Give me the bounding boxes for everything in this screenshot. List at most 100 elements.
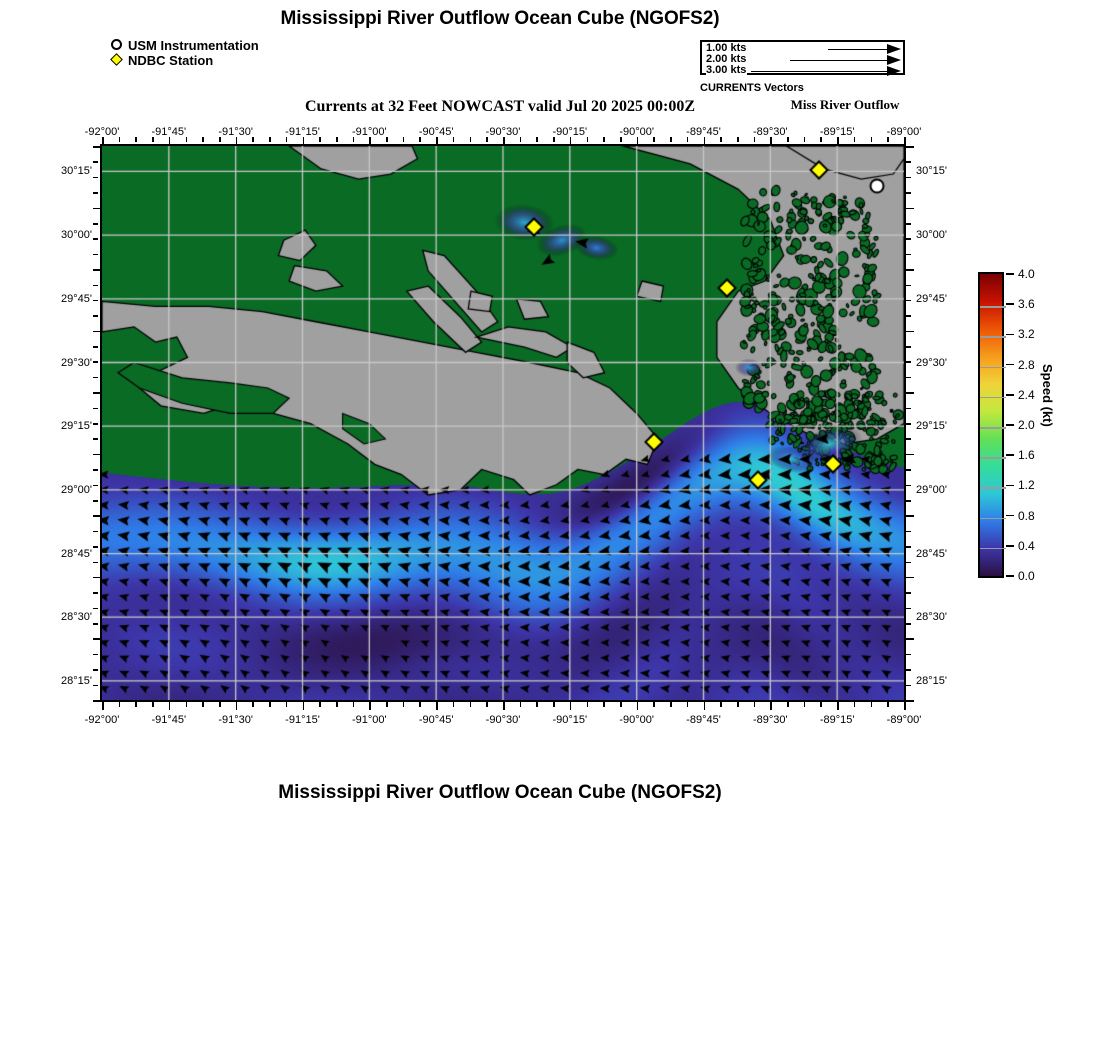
- vector-legend-row: 2.00 kts: [702, 53, 907, 66]
- vector-legend-label: 3.00 kts: [706, 64, 748, 76]
- axis-tick-band: [102, 702, 906, 710]
- colorbar-tick: [1006, 303, 1014, 305]
- colorbar-divider: [980, 487, 1006, 489]
- legend-label-usm: USM Instrumentation: [128, 38, 259, 53]
- page-title: Mississippi River Outflow Ocean Cube (NG…: [280, 8, 720, 29]
- y-axis-tick-label: 29°45': [61, 292, 92, 305]
- colorbar-divider: [980, 427, 1006, 429]
- x-axis-tick-label: -91°30': [218, 714, 253, 726]
- colorbar-tick: [1006, 484, 1014, 487]
- y-axis-tick-label-right: 28°45': [916, 547, 947, 560]
- y-axis-tick-label: 29°15': [61, 420, 92, 433]
- colorbar-divider: [980, 396, 1006, 399]
- axis-tick-band: [906, 146, 914, 702]
- x-axis-tick-label: -90°15': [552, 714, 588, 726]
- station-legend: USM Instrumentation NDBC Station: [110, 38, 259, 68]
- x-axis-tick-label: -90°00': [619, 126, 654, 138]
- colorbar-tick-label: 3.2: [1018, 327, 1035, 342]
- vector-legend-caption: CURRENTS Vectors: [700, 82, 804, 94]
- colorbar-tick-label: 2.8: [1018, 357, 1035, 372]
- colorbar-tick: [1006, 424, 1014, 426]
- x-axis-tick-label: -89°30': [753, 714, 788, 726]
- x-axis-tick-label: -89°15': [819, 714, 855, 726]
- x-axis-tick-label: -91°45': [151, 714, 187, 726]
- x-axis-tick-label: -91°45': [151, 126, 187, 138]
- colorbar-tick: [1006, 545, 1014, 547]
- map-plot-area[interactable]: [100, 144, 906, 702]
- legend-item-ndbc: NDBC Station: [110, 53, 259, 68]
- diamond-marker-icon: [110, 53, 128, 68]
- x-axis-tick-label: -89°00': [886, 126, 922, 138]
- y-axis-tick-label: 28°45': [61, 547, 92, 560]
- x-axis-tick-label: -91°00': [352, 714, 387, 726]
- vector-legend-arrowhead: [887, 66, 901, 76]
- colorbar-tick-label: 0.0: [1018, 569, 1035, 583]
- y-axis-tick-label-right: 29°00': [916, 483, 947, 496]
- colorbar-tick-label: 4.0: [1018, 267, 1035, 281]
- y-axis-tick-label-right: 28°30': [916, 611, 947, 624]
- x-axis-tick-label: -91°00': [352, 126, 387, 138]
- colorbar-tick-label: 0.4: [1018, 538, 1035, 553]
- model-domain-label: Miss River Outflow: [790, 97, 900, 112]
- x-axis-tick-label: -91°30': [218, 126, 253, 138]
- colorbar-tick-label: 1.2: [1018, 478, 1035, 493]
- vector-legend-arrowhead: [887, 55, 901, 65]
- colorbar-tick-label: 3.6: [1018, 297, 1035, 312]
- colorbar-tick-label: 1.6: [1018, 448, 1035, 463]
- y-axis-tick-label-right: 30°00': [916, 229, 947, 242]
- colorbar-tick: [1006, 363, 1014, 366]
- x-axis-tick-label: -89°30': [753, 126, 788, 138]
- colorbar-tick: [1006, 454, 1014, 456]
- legend-label-ndbc: NDBC Station: [128, 53, 214, 68]
- colorbar-divider: [980, 366, 1006, 369]
- x-axis-tick-label: -90°00': [619, 714, 654, 726]
- y-axis-tick-label: 29°30': [61, 356, 92, 369]
- current-speed-heatmap: [102, 146, 904, 700]
- y-axis-tick-label-right: 29°15': [916, 420, 947, 433]
- legend-item-usm: USM Instrumentation: [110, 38, 259, 53]
- y-axis-tick-label: 28°30': [61, 611, 92, 624]
- colorbar-divider: [980, 306, 1006, 308]
- vector-legend-line: [751, 71, 888, 73]
- y-axis-tick-label-right: 29°45': [916, 292, 947, 305]
- vector-legend-row: 3.00 kts: [702, 64, 907, 77]
- colorbar-divider: [980, 517, 1006, 520]
- y-axis-tick-label: 30°15': [61, 165, 92, 178]
- x-axis-tick-label: -89°15': [819, 126, 855, 138]
- x-axis-tick-label: -90°30': [485, 126, 521, 138]
- y-axis-tick-label-right: 28°15': [916, 674, 947, 687]
- circle-marker-icon: [110, 38, 128, 53]
- vector-legend-arrowhead: [887, 44, 901, 54]
- axis-tick-band: [93, 146, 101, 702]
- colorbar-divider: [980, 336, 1006, 338]
- vector-legend-label: 2.00 kts: [706, 53, 748, 65]
- x-axis-tick-label: -89°45': [686, 714, 721, 726]
- y-axis-tick-label: 28°15': [61, 674, 92, 687]
- x-axis-tick-label: -89°45': [686, 126, 721, 138]
- axis-tick-band: [102, 137, 906, 145]
- vector-scale-legend: 1.00 kts 2.00 kts 3.00 kts: [700, 40, 907, 77]
- vector-legend-line: [828, 49, 888, 51]
- chart-subtitle: Currents at 32 Feet NOWCAST valid Jul 20…: [304, 98, 696, 115]
- x-axis-tick-label: -90°45': [418, 126, 454, 138]
- colorbar-tick-label: 0.8: [1018, 508, 1035, 523]
- colorbar-divider: [980, 457, 1006, 459]
- x-axis-tick-label: -91°15': [285, 714, 320, 726]
- x-axis-tick-label: -90°45': [418, 714, 454, 726]
- vector-legend-row: 1.00 kts: [702, 42, 907, 55]
- x-axis-tick-label: -89°00': [886, 714, 922, 726]
- colorbar-tick: [1006, 514, 1014, 517]
- colorbar-tick: [1006, 273, 1014, 275]
- x-axis-tick-label: -90°30': [485, 714, 521, 726]
- colorbar-gradient: [978, 272, 1006, 578]
- colorbar-divider: [980, 547, 1006, 550]
- footer-title: Mississippi River Outflow Ocean Cube (NG…: [278, 782, 722, 803]
- colorbar-tick-label: 2.0: [1018, 418, 1035, 432]
- vector-legend-line: [790, 60, 888, 62]
- colorbar-title: Speed (kt): [1040, 364, 1055, 427]
- x-axis-tick-label: -92°00': [84, 126, 120, 138]
- x-axis-tick-label: -90°15': [552, 126, 588, 138]
- colorbar-tick-label: 2.4: [1018, 387, 1035, 402]
- y-axis-tick-label-right: 29°30': [916, 356, 947, 369]
- vector-legend-label: 1.00 kts: [706, 42, 748, 54]
